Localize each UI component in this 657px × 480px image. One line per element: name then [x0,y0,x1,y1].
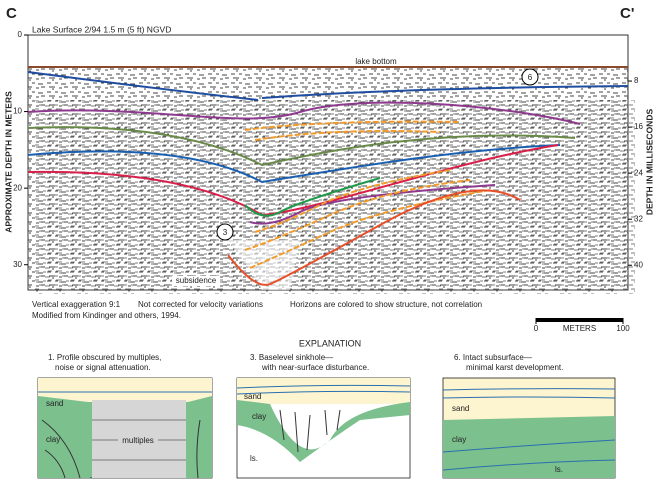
y2-tick-label: 32 [634,214,643,223]
subsidence-label: subsidence [176,276,217,285]
note: Vertical exaggeration 9:1 [32,300,121,309]
caption: 1. Profile obscured by multiples, [48,353,161,362]
layer-label: sand [244,392,261,401]
y-tick-label: 20 [13,183,22,192]
caption: 6. Intact subsurface— [454,353,532,362]
y-axis-title: APPROXIMATE DEPTH IN METERS [3,91,13,233]
caption: 3. Baselevel sinkhole— [250,353,333,362]
y2-axis-title: DEPTH IN MILLISECONDS [644,109,654,216]
scale-tick-label: 0 [534,324,539,333]
scale-bar [536,318,623,322]
layer-label: clay [252,412,266,421]
scale-title: METERS [563,324,596,333]
layer-label: sand [46,399,63,408]
note: Modified from Kindinger and others, 1994… [32,311,181,320]
marker-label: 3 [223,228,228,237]
y2-tick-label: 8 [634,76,639,85]
horizons [27,66,629,286]
label-bg [118,436,158,446]
caption: noise or signal attenuation. [55,363,151,372]
scale-tick-label: 100 [616,324,630,333]
header: Lake Surface 2/94 1.5 m (5 ft) NGVD [32,24,171,34]
explanation-title: EXPLANATION [299,338,361,348]
marker-label: 6 [528,73,533,82]
note: Not corrected for velocity variations [138,300,263,309]
layer-label: sand [452,404,469,413]
y-tick-label: 30 [13,260,22,269]
marker [521,68,539,86]
section-right-label: C' [620,5,634,22]
note: Horizons are colored to show structure, … [290,300,482,309]
label-bg [172,276,220,286]
layer-label: ls. [555,465,563,474]
lake-bottom-label: lake bottom [355,57,397,66]
y2-tick-label: 40 [634,260,643,269]
layer-label: clay [46,435,60,444]
y-tick-label: 0 [18,30,23,39]
marker [216,223,234,241]
y2-tick-label: 24 [634,168,643,177]
caption: with near-surface disturbance. [261,363,369,372]
section-left-label: C [6,5,17,22]
layer-label: multiples [122,436,154,445]
caption: minimal karst development. [466,363,563,372]
layer-label: ls. [250,454,258,463]
y-tick-label: 10 [13,107,22,116]
panel [442,377,616,479]
panel [236,377,411,479]
layer-label: clay [452,435,466,444]
panel [37,377,213,479]
y2-tick-label: 16 [634,122,643,131]
